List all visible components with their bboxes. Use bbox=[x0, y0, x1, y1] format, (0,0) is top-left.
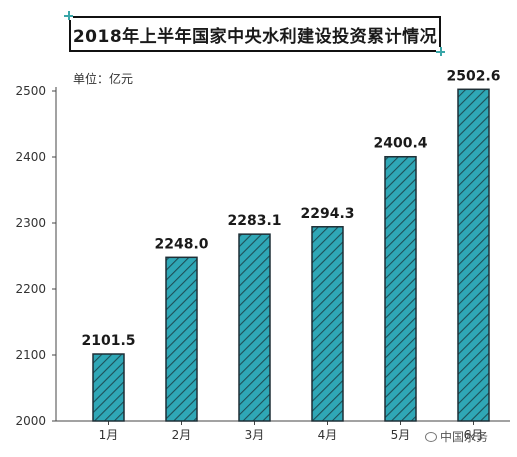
data-label: 2502.6 bbox=[446, 68, 500, 84]
y-tick-label: 2300 bbox=[15, 216, 46, 230]
wechat-icon bbox=[425, 431, 437, 442]
x-tick-label: 3月 bbox=[245, 428, 265, 442]
bars bbox=[92, 88, 490, 422]
labels: 2000 2100 2200 2300 2400 2500 2101.5 1月 2248.0 2月… bbox=[15, 68, 500, 442]
bar bbox=[311, 226, 344, 422]
x-tick-label: 4月 bbox=[318, 428, 338, 442]
data-label: 2248.0 bbox=[154, 236, 208, 252]
bar bbox=[92, 353, 125, 422]
bar bbox=[457, 88, 490, 422]
chart-title: 2018年上半年国家中央水利建设投资累计情况 bbox=[72, 26, 438, 47]
y-tick-label: 2500 bbox=[15, 84, 46, 98]
data-label: 2101.5 bbox=[81, 333, 135, 349]
x-tick-label: 6月 bbox=[464, 428, 484, 442]
x-tick-label: 2月 bbox=[172, 428, 192, 442]
chart-title-box: 2018年上半年国家中央水利建设投资累计情况 bbox=[69, 16, 441, 52]
title-corner-bottom-right bbox=[436, 47, 445, 56]
y-tick-label: 2000 bbox=[15, 414, 46, 428]
unit-label: 单位：亿元 bbox=[73, 72, 134, 86]
x-tick-label: 5月 bbox=[391, 428, 411, 442]
watermark-text: 中国水务 bbox=[440, 430, 489, 444]
watermark: 中国水务 bbox=[425, 428, 488, 445]
title-corner-top-left bbox=[64, 11, 73, 20]
bar bbox=[384, 155, 417, 422]
data-label: 2400.4 bbox=[373, 136, 427, 152]
data-label: 2283.1 bbox=[227, 213, 281, 229]
data-label: 2294.3 bbox=[300, 206, 354, 222]
bar bbox=[165, 256, 198, 422]
y-tick-label: 2100 bbox=[15, 348, 46, 362]
y-tick-label: 2400 bbox=[15, 150, 46, 164]
x-tick-label: 1月 bbox=[99, 428, 119, 442]
y-tick-label: 2200 bbox=[15, 282, 46, 296]
bar bbox=[238, 233, 271, 422]
